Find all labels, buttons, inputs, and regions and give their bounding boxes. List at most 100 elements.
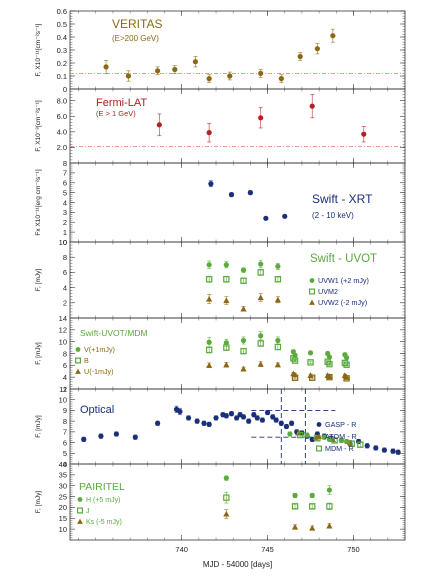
data-point — [223, 494, 230, 501]
y-tick-label: 8 — [63, 253, 67, 262]
y-tick-label: 10 — [59, 396, 67, 405]
y-tick-label: 11 — [59, 385, 67, 394]
legend-label: H (+5 mJy) — [86, 497, 120, 504]
data-point — [275, 337, 281, 344]
y-tick-label: 10 — [59, 238, 67, 247]
series-3 — [206, 361, 350, 380]
y-tick-label: 3 — [63, 208, 67, 217]
data-point — [278, 420, 284, 426]
data-point — [309, 103, 315, 109]
data-point — [206, 421, 212, 427]
data-point — [307, 359, 314, 366]
panel-title: Swift - UVOT — [310, 253, 377, 265]
data-point — [258, 333, 264, 339]
y-tick-label: 9 — [63, 406, 67, 415]
y-tick-label: 5 — [63, 188, 67, 197]
y-tick-label: 35 — [59, 471, 67, 480]
legend-marker — [74, 357, 81, 364]
data-point — [263, 215, 269, 221]
data-point — [125, 73, 132, 79]
data-point — [381, 447, 387, 453]
data-point — [331, 437, 338, 444]
data-point — [326, 522, 333, 529]
data-point — [132, 434, 138, 440]
y-tick-label: 0.3 — [57, 46, 67, 55]
y-axis-label: F, [mJy] — [35, 269, 42, 292]
panel-subtitle: (2 - 10 keV) — [312, 211, 354, 220]
data-point — [240, 365, 247, 372]
data-point — [326, 436, 333, 442]
series-3 — [206, 293, 281, 312]
y-tick-label: 0 — [63, 85, 67, 94]
data-point — [228, 411, 235, 417]
y-tick-label: 0.1 — [57, 72, 67, 81]
y-tick-label: 2 — [63, 218, 67, 227]
data-point — [314, 46, 320, 52]
data-point — [223, 510, 230, 517]
data-point — [304, 432, 310, 438]
y-tick-label: 2.0 — [57, 143, 67, 152]
data-point — [185, 415, 192, 421]
data-point — [257, 294, 264, 301]
data-point — [274, 276, 282, 283]
data-point — [228, 192, 235, 198]
panel-2: 2.0 4.0 6.0 8.0 F, X10⁻⁸[cm⁻²s⁻¹] Fermi-LAT(E… — [35, 88, 406, 164]
data-point — [343, 438, 350, 445]
y-tick-label: 14 — [59, 314, 67, 323]
legend-marker — [309, 278, 315, 283]
data-point — [206, 295, 213, 302]
data-point — [258, 115, 264, 121]
y-tick-label: 0.6 — [57, 7, 67, 16]
data-point — [292, 492, 298, 499]
legend-label: B — [84, 356, 89, 365]
data-point — [297, 53, 303, 60]
legend-label: J — [86, 508, 90, 515]
data-point — [223, 340, 229, 346]
y-tick-label: 4 — [63, 283, 67, 292]
y-tick-label: 25 — [59, 492, 67, 501]
y-tick-label: 8 — [63, 417, 67, 426]
legend-label: Ks (-5 mJy) — [86, 519, 122, 526]
y-tick-label: 10 — [59, 337, 67, 346]
data-point — [309, 503, 316, 510]
series-3 — [297, 431, 364, 448]
panel-title: Swift - XRT — [312, 192, 373, 206]
data-point — [155, 420, 161, 426]
data-point — [223, 413, 229, 419]
data-point — [156, 122, 162, 128]
y-tick-label: 6 — [63, 361, 67, 370]
y-tick-label: 4 — [63, 460, 67, 469]
data-point — [206, 262, 212, 268]
data-point — [343, 375, 350, 382]
y-tick-label: 0.5 — [57, 20, 67, 29]
data-point — [264, 409, 271, 416]
data-point — [223, 475, 229, 481]
data-point — [364, 443, 370, 449]
y-tick-label: 8 — [63, 349, 67, 358]
data-point — [326, 503, 333, 510]
legend-label: U(-1mJy) — [84, 367, 114, 376]
data-point — [361, 131, 367, 137]
data-point — [348, 440, 355, 447]
series-1 — [156, 94, 367, 143]
data-point — [240, 277, 247, 284]
data-point — [206, 362, 213, 368]
y-tick-label: 2 — [63, 385, 67, 394]
legend-label: ATOM - R — [325, 432, 357, 441]
data-point — [227, 73, 233, 79]
data-point — [223, 344, 230, 351]
data-point — [326, 487, 333, 493]
data-point — [208, 181, 214, 187]
legend-label: UVM2 — [318, 287, 338, 296]
data-point — [287, 431, 293, 437]
y-tick-label: 10 — [59, 525, 67, 534]
y-axis-label: F, [mJy] — [35, 491, 42, 514]
legend-label: GASP - R — [325, 420, 356, 429]
y-tick-label: 5 — [63, 449, 67, 458]
legend-label: MDM - R — [325, 444, 354, 453]
y-tick-label: 2 — [63, 299, 67, 308]
x-tick-label: 745 — [261, 545, 274, 554]
series-2 — [223, 491, 333, 510]
